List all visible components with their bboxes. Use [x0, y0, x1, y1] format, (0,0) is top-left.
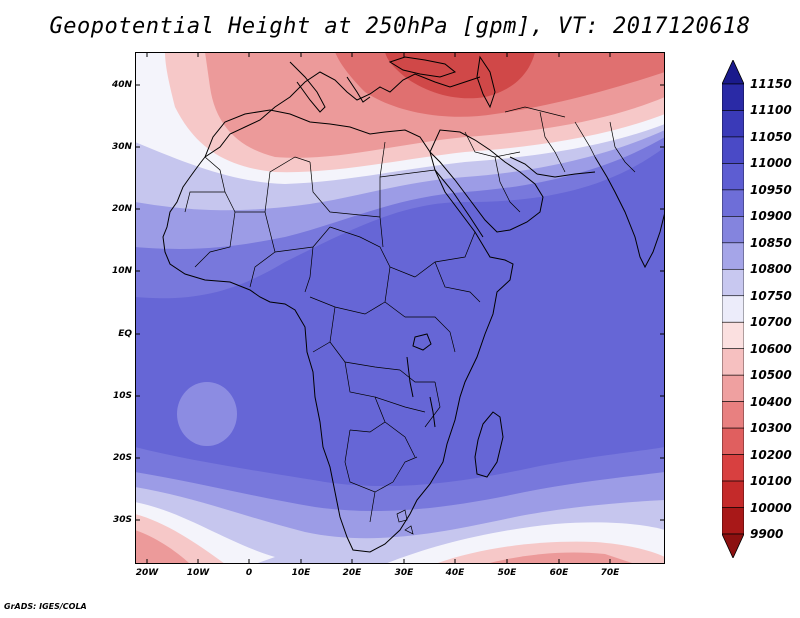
colorbar-label: 10800: [750, 262, 792, 277]
colorbar-box: [722, 321, 744, 350]
colorbar-box: [722, 189, 744, 217]
lat-label-30s: 30S: [112, 515, 132, 525]
colorbar-label: 10300: [750, 421, 792, 436]
lon-label-30e: 30E: [394, 568, 414, 578]
field-band-north-deep-red: [385, 52, 535, 99]
colorbar-box: [722, 242, 744, 270]
colorbar-box: [722, 110, 744, 138]
lon-label-10w: 10W: [186, 568, 210, 578]
colorbar-box: [722, 454, 744, 482]
lat-label-10n: 10N: [111, 266, 132, 276]
colorbar-label: 11100: [750, 103, 792, 118]
lat-label-20s: 20S: [112, 453, 132, 463]
madagascar-coastline: [474, 411, 504, 478]
colorbar-label: 10700: [750, 315, 792, 330]
colorbar-label: 10750: [750, 288, 792, 303]
colorbar-box: [722, 83, 744, 111]
lon-label-40e: 40E: [445, 568, 465, 578]
colorbar-label: 10100: [750, 474, 792, 489]
persian-gulf-coast: [509, 156, 538, 175]
map-plot-area: [135, 52, 665, 564]
colorbar-box: [722, 507, 744, 535]
field-band-south-mid-red-east: [485, 552, 635, 564]
colorbar-box: [722, 295, 744, 323]
plot-frame: [135, 52, 665, 564]
europe-coast: [204, 71, 481, 158]
lon-label-70e: 70E: [600, 568, 620, 578]
lon-label-50e: 50E: [497, 568, 517, 578]
italy-coast: [289, 61, 326, 113]
colorbar-box: [722, 374, 744, 402]
lat-label-20n: 20N: [111, 204, 132, 214]
colorbar-label: 10000: [750, 500, 792, 515]
colorbar-box: [722, 163, 744, 191]
map-title: Geopotential Height at 250hPa [gpm], VT:…: [49, 14, 751, 39]
lon-label-0: 0: [245, 568, 253, 578]
field-blob-atlantic: [177, 382, 237, 446]
colorbar-label: 11150: [750, 77, 792, 91]
colorbar-label: 10400: [750, 394, 792, 409]
india-coastline: [594, 156, 665, 269]
colorbar-box: [722, 136, 744, 164]
arabia-coastline: [429, 129, 544, 233]
lon-label-10e: 10E: [291, 568, 311, 578]
caspian-coast: [476, 55, 496, 109]
lon-label-60e: 60E: [549, 568, 569, 578]
colorbar-label: 11050: [750, 129, 792, 144]
colorbar-label: 10600: [750, 341, 792, 356]
colorbar-label: 9900: [750, 527, 784, 541]
lat-label-eq: EQ: [118, 329, 132, 339]
colorbar-label: 11000: [750, 156, 792, 171]
colorbar-label: 10850: [750, 235, 792, 250]
lat-label-30n: 30N: [111, 142, 132, 152]
coastlines: [162, 55, 665, 553]
axis-ticks: [135, 52, 665, 564]
colorbar-bottom-triangle: [722, 533, 744, 558]
lake-malawi: [429, 396, 436, 428]
lon-label-20w: 20W: [135, 568, 159, 578]
colorbar-box: [722, 480, 744, 508]
lat-label-10s: 10S: [112, 391, 132, 401]
colorbar-box: [722, 401, 744, 429]
africa-coastline: [162, 109, 514, 553]
country-borders: [184, 106, 636, 535]
lat-label-40n: 40N: [111, 80, 132, 90]
colorbar-top-triangle: [722, 60, 744, 85]
lake-victoria: [412, 333, 432, 351]
red-sea-coast: [434, 169, 484, 238]
colorbar-label: 10200: [750, 447, 792, 462]
colorbar-box: [722, 216, 744, 244]
colorbar-label: 10500: [750, 368, 792, 383]
greece-coast: [346, 76, 371, 103]
lake-tanganyika: [406, 356, 414, 398]
iran-coast: [536, 171, 596, 178]
lon-label-20e: 20E: [342, 568, 362, 578]
black-sea-coast: [388, 56, 457, 78]
colorbar-box: [722, 348, 744, 376]
colorbar-label: 10950: [750, 182, 792, 197]
colorbar-box: [722, 268, 744, 297]
grads-credit: GrADS: IGES/COLA: [4, 602, 87, 611]
colorbar: [722, 60, 744, 558]
colorbar-label: 10900: [750, 209, 792, 224]
colorbar-box: [722, 427, 744, 455]
field-band-south-mid-red-west: [135, 530, 190, 564]
